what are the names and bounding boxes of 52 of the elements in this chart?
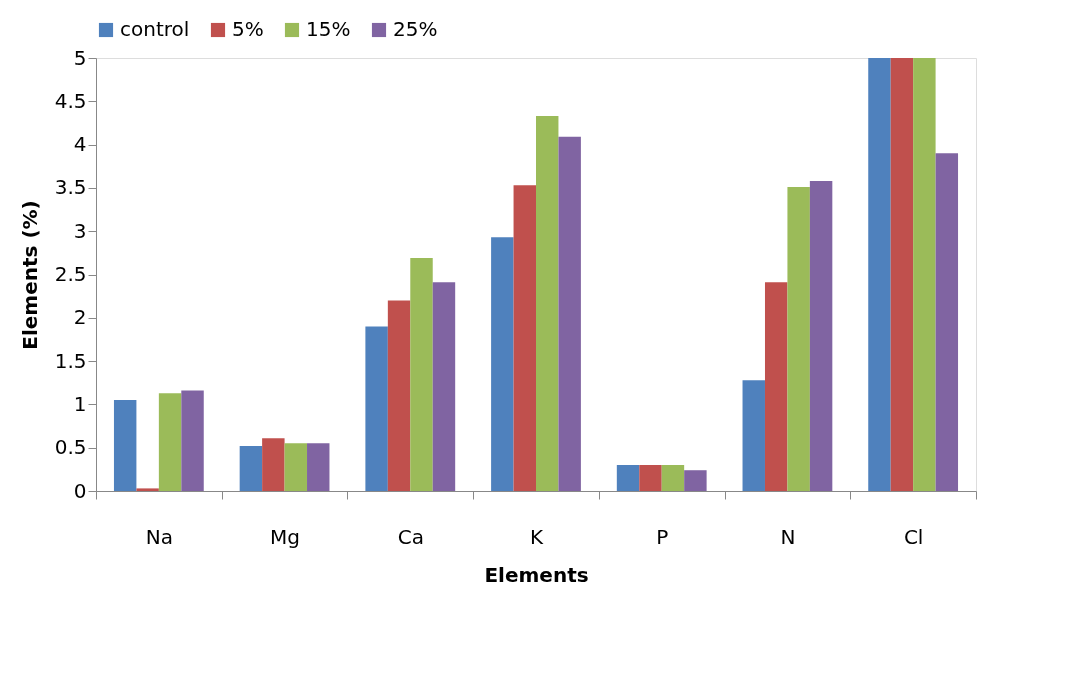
y-tick-label: 3 xyxy=(73,218,87,243)
bar xyxy=(913,58,936,491)
bar xyxy=(432,282,456,491)
bar xyxy=(742,380,765,491)
bar xyxy=(661,465,685,491)
bar xyxy=(513,185,536,491)
x-tick-label: Na xyxy=(145,524,173,549)
y-tick-label: 5 xyxy=(73,45,87,70)
x-tick-label: N xyxy=(780,524,796,549)
bar xyxy=(890,58,914,491)
bar xyxy=(284,443,308,491)
bar xyxy=(491,237,514,491)
bar xyxy=(558,136,581,491)
x-tick-label: P xyxy=(656,524,669,549)
bar xyxy=(410,258,433,491)
bar xyxy=(136,488,159,491)
bar xyxy=(181,390,204,491)
x-tick-label: K xyxy=(529,524,544,549)
legend-label: 15% xyxy=(306,17,351,41)
y-tick-label: 2.5 xyxy=(54,262,87,286)
y-tick-label: 1.5 xyxy=(54,348,87,373)
legend-label: 25% xyxy=(393,17,438,41)
bar xyxy=(764,282,788,491)
bar xyxy=(113,400,137,491)
bar xyxy=(365,326,388,491)
y-tick-label: 4 xyxy=(73,132,87,157)
legend-label: control xyxy=(120,17,190,41)
bar xyxy=(809,180,833,491)
y-tick-label: 1 xyxy=(73,391,87,416)
bar xyxy=(158,393,182,491)
y-tick-label: 0 xyxy=(73,478,87,503)
y-tick-label: 3.5 xyxy=(54,175,87,200)
bar xyxy=(868,58,891,491)
bar xyxy=(307,443,330,491)
bar xyxy=(616,465,640,491)
bar xyxy=(935,153,959,491)
x-tick-label: Cl xyxy=(903,524,924,549)
bar xyxy=(239,445,263,491)
bar xyxy=(684,470,707,491)
x-tick-label: Ca xyxy=(397,524,424,549)
bar xyxy=(262,438,285,491)
y-axis-title: Elements (%) xyxy=(17,200,42,350)
bar xyxy=(787,187,810,491)
bar xyxy=(387,300,411,491)
bar xyxy=(536,116,559,491)
x-tick-label: Mg xyxy=(270,524,301,549)
y-tick-label: 0.5 xyxy=(54,435,87,460)
y-tick-label: 4.5 xyxy=(54,88,87,113)
bar xyxy=(639,465,662,491)
x-axis-title: Elements xyxy=(484,562,589,587)
y-tick-label: 2 xyxy=(73,305,87,330)
legend-label: 5% xyxy=(232,17,264,41)
